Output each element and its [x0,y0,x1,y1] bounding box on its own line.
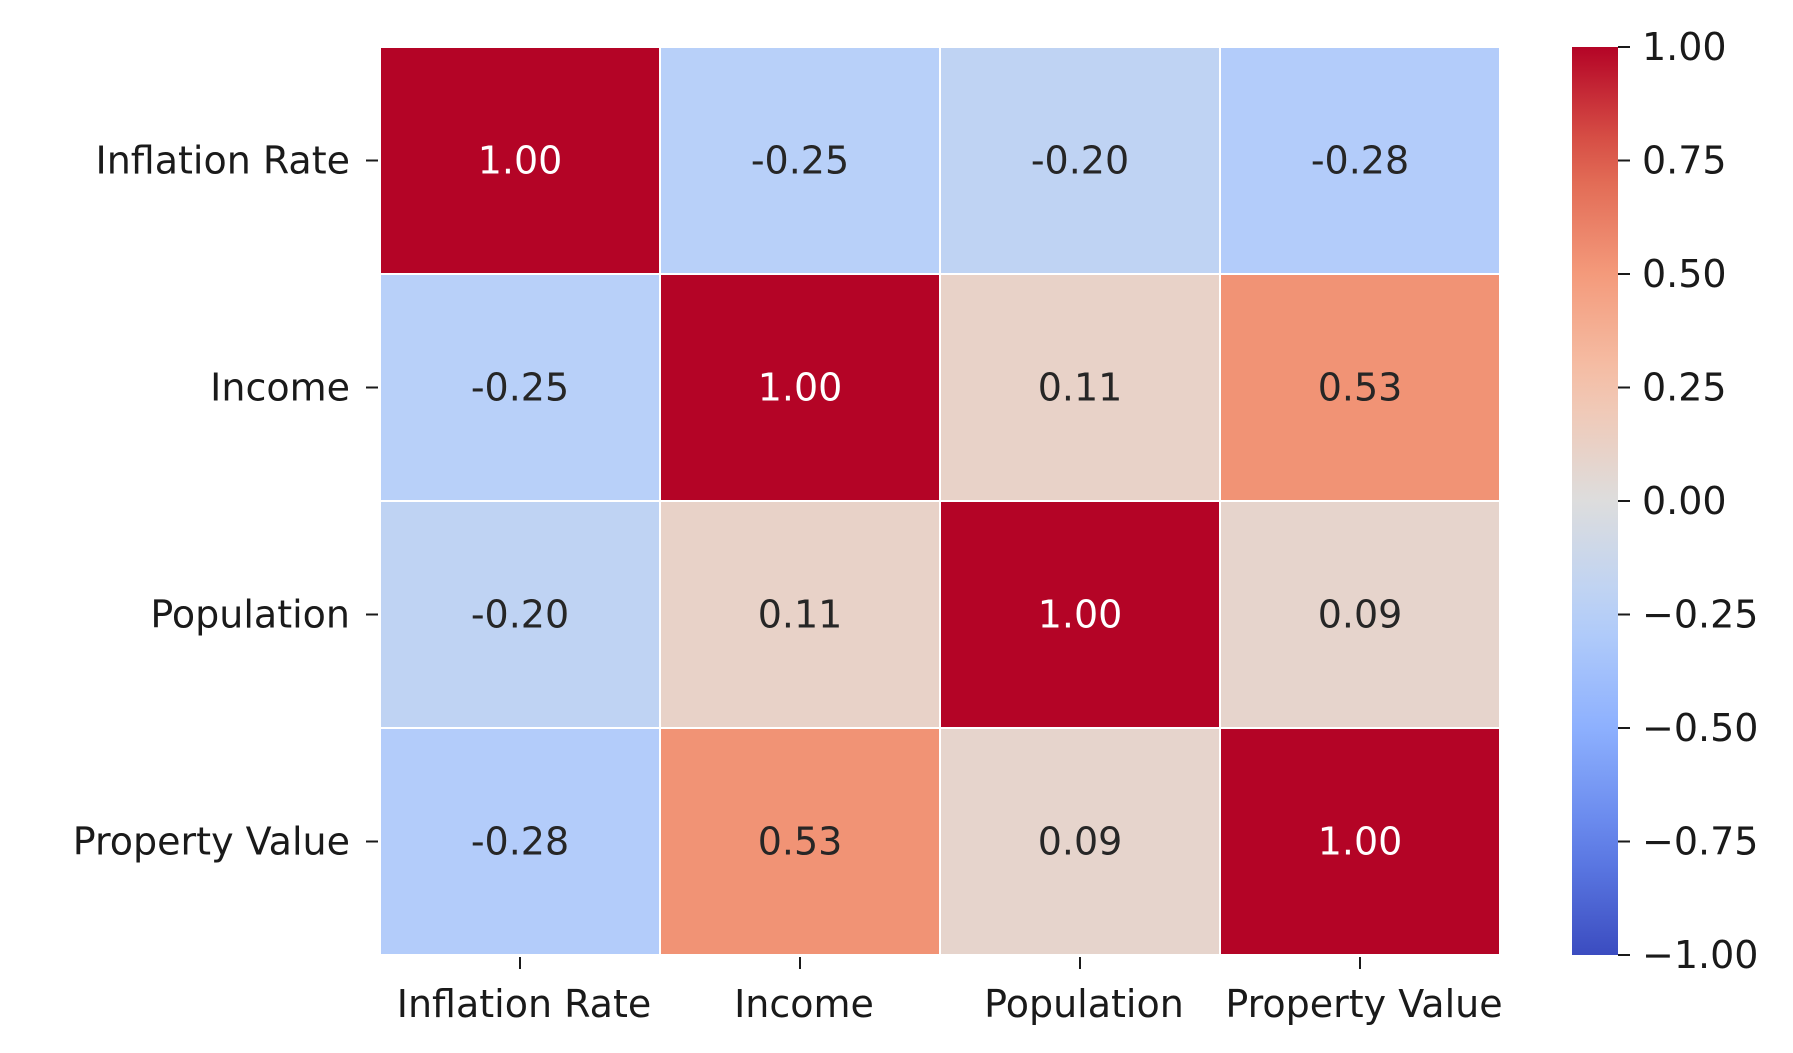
heatmap-value-labels: 1.00 -0.25 -0.20 -0.28 -0.25 1.00 0.11 0.53 -0.2… [471,139,1409,864]
colorbar-tick-label: −0.25 [1642,593,1758,637]
heatmap-cell [379,46,661,275]
heatmap-cell [1219,46,1501,275]
heatmap-cell [659,500,941,729]
heatmap-cell [1219,273,1501,502]
cell-value-label: 0.09 [1318,593,1403,637]
heatmap-cell [659,273,941,502]
cell-value-label: 1.00 [1038,593,1123,637]
x-tick-label: Inflation Rate [397,982,652,1026]
cell-value-label: 0.09 [1038,820,1123,864]
cell-value-label: 0.53 [1318,366,1403,410]
colorbar-tick-label: 0.00 [1642,479,1727,523]
colorbar-tick-label: −0.50 [1642,706,1758,750]
cell-value-label: -0.25 [471,366,569,410]
colorbar-tick-label: 0.50 [1642,252,1727,296]
colorbar: 1.00 0.75 0.50 0.25 0.00 −0.25 −0.50 −0.75 −1.00 [1572,25,1758,977]
cell-value-label: -0.28 [1311,139,1409,183]
x-tick-label: Property Value [1225,982,1502,1026]
heatmap-cell [1219,500,1501,729]
colorbar-tick-label: −0.75 [1642,820,1758,864]
y-axis: Inflation Rate Income Population Property V… [73,139,378,864]
cell-value-label: 0.11 [758,593,843,637]
cell-value-label: -0.20 [1031,139,1129,183]
x-tick-label: Population [984,982,1184,1026]
x-axis: Inflation Rate Income Population Property V… [397,957,1503,1026]
cell-value-label: 1.00 [478,139,563,183]
colorbar-tick-label: 0.25 [1642,366,1727,410]
heatmap-cell [379,273,661,502]
cell-value-label: -0.20 [471,593,569,637]
heatmap-cell [939,46,1221,275]
y-tick-label: Income [210,366,350,410]
y-tick-label: Property Value [73,820,350,864]
y-tick-label: Inflation Rate [95,139,350,183]
colorbar-tick-label: 0.75 [1642,139,1727,183]
heatmap-cell [379,727,661,956]
y-tick-label: Population [150,593,350,637]
colorbar-tick-label: −1.00 [1642,933,1758,977]
cell-value-label: -0.25 [751,139,849,183]
cell-value-label: 1.00 [1318,820,1403,864]
heatmap-cell [939,727,1221,956]
colorbar-gradient [1572,47,1618,955]
colorbar-tick-label: 1.00 [1642,25,1727,69]
cell-value-label: 1.00 [758,366,843,410]
heatmap-cells [379,46,1501,956]
heatmap-cell [1219,727,1501,956]
x-tick-label: Income [734,982,874,1026]
cell-value-label: 0.53 [758,820,843,864]
heatmap-cell [659,727,941,956]
cell-value-label: 0.11 [1038,366,1123,410]
heatmap-cell [659,46,941,275]
cell-value-label: -0.28 [471,820,569,864]
